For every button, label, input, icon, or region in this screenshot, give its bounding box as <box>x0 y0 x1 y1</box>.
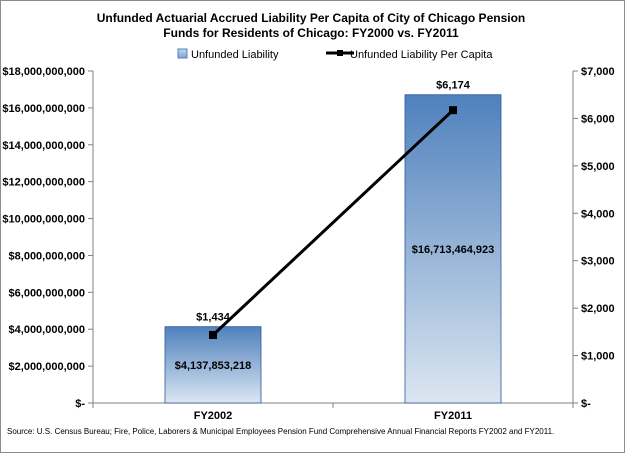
left-tick-label: $10,000,000,000 <box>2 214 85 226</box>
right-tick-label: $3,000 <box>581 256 615 268</box>
plot-area: $- $2,000,000,000 $4,000,000,000 $6,000,000… <box>2 66 614 422</box>
legend-swatch-bar <box>177 48 188 59</box>
left-tick-label: $14,000,000,000 <box>2 140 85 152</box>
per-capita-line <box>211 109 455 337</box>
per-capita-value-label: $6,174 <box>436 80 471 92</box>
per-capita-value-label: $1,434 <box>196 312 231 324</box>
x-tick-label: FY2002 <box>194 410 233 422</box>
left-tick-label: $16,000,000,000 <box>2 103 85 115</box>
right-tick-label: $5,000 <box>581 161 615 173</box>
right-tick-label: $6,000 <box>581 113 615 125</box>
left-tick-label: $4,000,000,000 <box>9 324 85 336</box>
bar-value-label: $4,137,853,218 <box>175 360 251 372</box>
source-note: Source: U.S. Census Bureau; Fire, Police… <box>7 427 554 436</box>
bar <box>404 94 502 404</box>
legend-label-bar: Unfunded Liability <box>191 49 279 61</box>
x-axis-ticks: FY2002 FY2011 <box>92 403 574 422</box>
left-tick-label: $18,000,000,000 <box>2 66 85 78</box>
legend-label-line: Unfunded Liability Per Capita <box>350 49 493 61</box>
right-tick-label: $7,000 <box>581 66 615 78</box>
bar <box>164 326 262 404</box>
right-tick-label: $4,000 <box>581 208 615 220</box>
x-tick-label: FY2011 <box>434 410 472 422</box>
right-tick-label: $2,000 <box>581 303 615 315</box>
right-tick-label: $- <box>581 398 591 410</box>
chart-title-line-1: Unfunded Actuarial Accrued Liability Per… <box>97 11 526 25</box>
data-labels: $4,137,853,218 $16,713,464,923 $1,434 $6,17… <box>175 80 495 372</box>
left-tick-label: $2,000,000,000 <box>9 361 85 373</box>
legend-swatch-marker <box>337 50 343 56</box>
legend: Unfunded Liability Unfunded Liability Pe… <box>177 48 493 61</box>
right-axis-ticks: $- $1,000 $2,000 $3,000 $4,000 $5,000 $6,000 $7… <box>573 66 615 410</box>
left-axis-ticks: $- $2,000,000,000 $4,000,000,000 $6,000,000… <box>2 66 93 410</box>
line-series <box>209 106 457 339</box>
left-tick-label: $8,000,000,000 <box>9 250 85 262</box>
left-tick-label: $- <box>75 398 85 410</box>
bar-series <box>164 94 502 404</box>
per-capita-marker <box>449 106 457 115</box>
per-capita-marker <box>209 330 217 339</box>
bar-value-label: $16,713,464,923 <box>412 244 495 256</box>
left-tick-label: $12,000,000,000 <box>2 177 85 189</box>
right-tick-label: $1,000 <box>581 351 615 363</box>
left-tick-label: $6,000,000,000 <box>9 287 85 299</box>
chart-title-line-2: Funds for Residents of Chicago: FY2000 v… <box>163 26 459 40</box>
